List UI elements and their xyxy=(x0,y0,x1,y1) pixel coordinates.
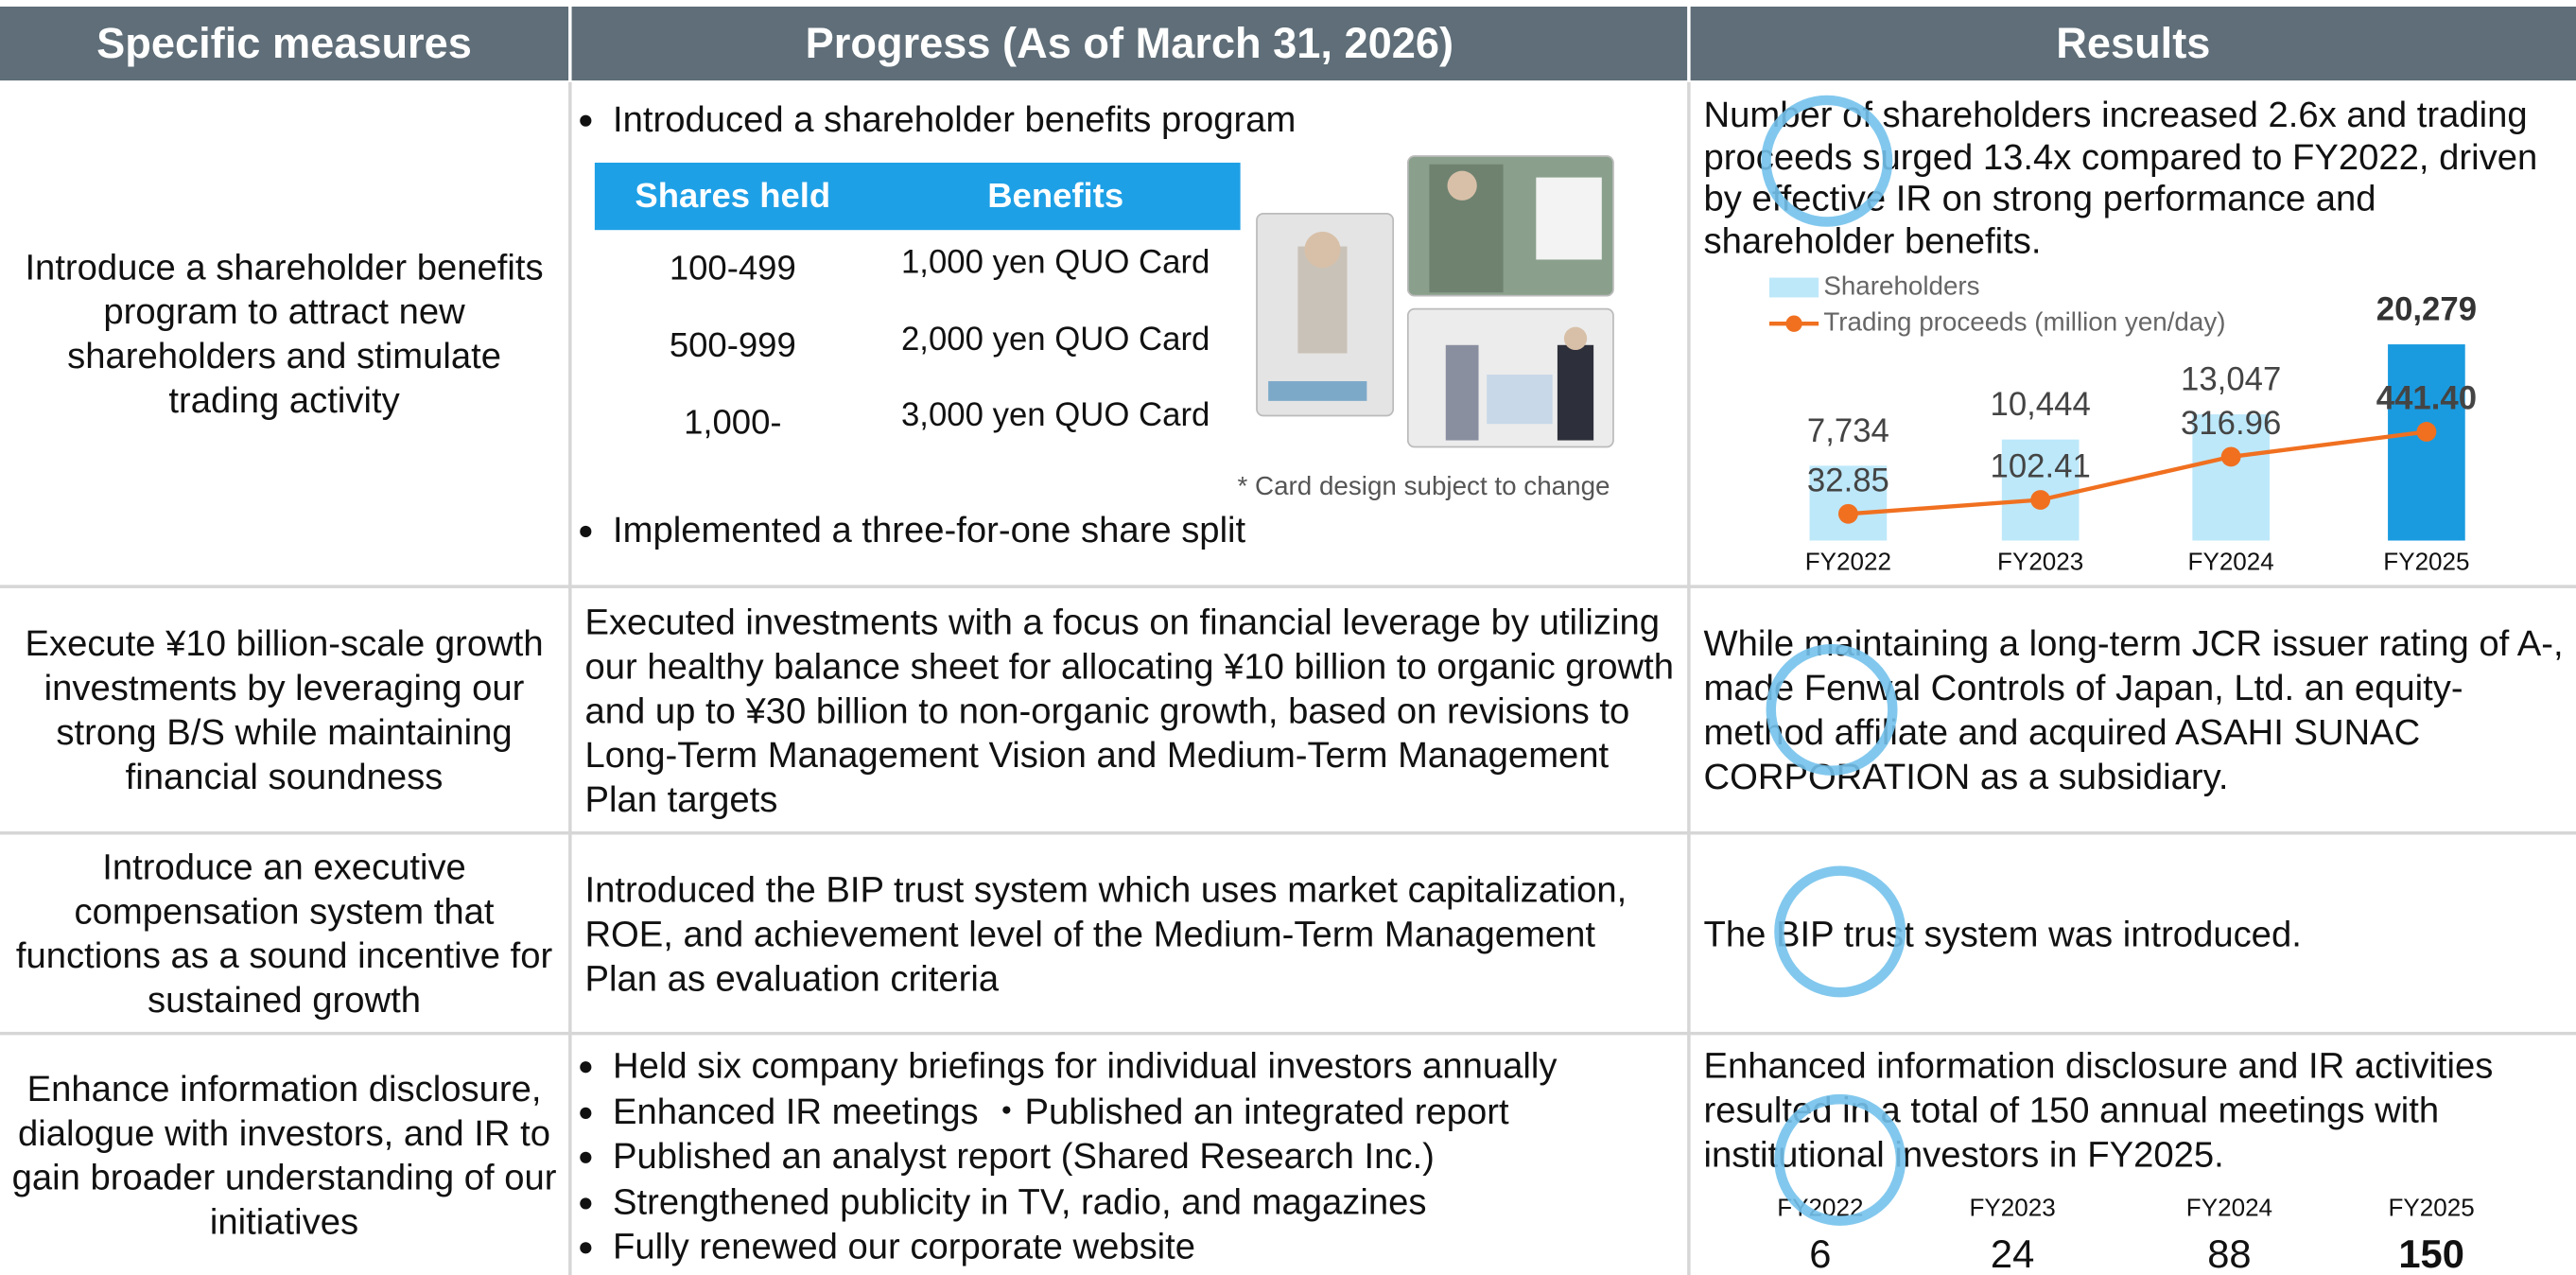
combo-chart: 7,734 10,444 13,047 20,279 32.85 102.41 316.96… xyxy=(1769,271,2477,576)
benefits-cell: 1,000- xyxy=(684,404,782,443)
card-image xyxy=(1406,307,1614,448)
benefits-column-header: Benefits xyxy=(987,177,1124,216)
line-point xyxy=(1837,503,1858,524)
result: While maintaining a long-term JCR issuer… xyxy=(1703,622,2564,797)
header-cell: Results xyxy=(1690,6,2576,81)
header-cell: Progress (As of March 31, 2026) xyxy=(571,6,1688,81)
bar xyxy=(2192,414,2270,541)
figure-value: 88 xyxy=(2207,1231,2251,1275)
figure-year: FY2025 xyxy=(2388,1193,2474,1221)
line-value-label: 32.85 xyxy=(1807,463,1889,498)
bar-value-label: 10,444 xyxy=(1991,387,2091,423)
progress-item: Held six company briefings for individua… xyxy=(613,1043,1682,1089)
header-cell: Specific measures xyxy=(0,6,569,81)
line-point xyxy=(2220,446,2241,467)
bar-value-label: 7,734 xyxy=(1807,413,1889,449)
line-value-label: 441.40 xyxy=(2376,381,2477,417)
progress-item: Strengthened publicity in TV, radio, and… xyxy=(613,1179,1682,1224)
note: * Card design subject to change xyxy=(1237,473,1610,501)
line-point xyxy=(2030,490,2051,510)
progress-list: Introduced a shareholder benefits progra… xyxy=(584,96,1669,141)
benefits-header xyxy=(594,162,1241,231)
progress-item: Implemented a three-for-one share split xyxy=(613,508,1669,552)
figure-value: 6 xyxy=(1809,1231,1831,1275)
figure-value: 24 xyxy=(1991,1231,2034,1275)
measure: Enhance information disclosure, dialogue… xyxy=(11,1068,557,1243)
legend-label: Trading proceeds (million yen/day) xyxy=(1823,307,2225,337)
line-value-label: 102.41 xyxy=(1991,449,2091,485)
x-tick-label: FY2025 xyxy=(2383,548,2469,576)
card-image xyxy=(1256,212,1395,417)
benefits-cell: 1,000 yen QUO Card xyxy=(900,244,1210,282)
x-tick-label: FY2022 xyxy=(1805,548,1891,576)
progress-item: Introduced a shareholder benefits progra… xyxy=(613,96,1669,141)
measure: Introduce a shareholder benefits program… xyxy=(25,246,544,421)
benefits-column-header: Shares held xyxy=(635,177,831,216)
highlight-ring xyxy=(1761,95,1893,227)
row-divider xyxy=(0,585,2576,588)
cursor-highlight xyxy=(1761,95,1906,1226)
legend-swatch xyxy=(1785,315,1802,332)
card-image xyxy=(1406,155,1614,297)
bar-value-label: 13,047 xyxy=(2181,361,2281,397)
highlight-ring xyxy=(1774,1093,1906,1226)
progress-item: Enhanced IR meetings ・Published an integ… xyxy=(613,1089,1682,1134)
progress: Introduced the BIP trust system which us… xyxy=(584,868,1627,999)
highlight-ring xyxy=(1766,643,1898,776)
figure-year: FY2024 xyxy=(2186,1193,2272,1221)
bar-value-label: 20,279 xyxy=(2376,291,2477,327)
line-point xyxy=(2416,422,2437,442)
result: The BIP trust system was introduced. xyxy=(1703,912,2302,954)
figure-value: 150 xyxy=(2398,1231,2464,1275)
progress-item: Published an analyst report (Shared Rese… xyxy=(613,1134,1682,1179)
legend-swatch xyxy=(1769,277,1819,298)
progress-list: Held six company briefings for individua… xyxy=(584,1043,1681,1269)
result: Number of shareholders increased 2.6x an… xyxy=(1703,94,2538,261)
x-tick-label: FY2024 xyxy=(2188,548,2274,576)
bar xyxy=(1809,465,1888,541)
highlight-ring xyxy=(1774,865,1906,998)
measure: Introduce an executive compensation syst… xyxy=(15,846,553,1021)
legend-label: Shareholders xyxy=(1823,271,1979,300)
line xyxy=(1848,429,2428,516)
x-tick-label: FY2023 xyxy=(1997,548,2083,576)
figure-year: FY2023 xyxy=(1969,1193,2055,1221)
measure: Execute ¥10 billion-scale growth investm… xyxy=(25,622,544,797)
bar xyxy=(2388,344,2465,541)
row-divider xyxy=(0,1031,2576,1036)
progress-item: Fully renewed our corporate website xyxy=(613,1224,1682,1269)
column-divider xyxy=(1687,81,1691,1275)
column-divider xyxy=(568,81,572,1275)
progress: Executed investments with a focus on fin… xyxy=(584,601,1675,820)
benefits-cell: 3,000 yen QUO Card xyxy=(900,397,1210,434)
benefits-cell: 2,000 yen QUO Card xyxy=(900,322,1210,358)
progress-list: Implemented a three-for-one share split xyxy=(584,508,1669,552)
benefits-cell: 500-999 xyxy=(669,326,796,365)
row-divider xyxy=(0,830,2576,835)
benefits-cell: 100-499 xyxy=(669,250,796,288)
line-value-label: 316.96 xyxy=(2181,406,2281,442)
